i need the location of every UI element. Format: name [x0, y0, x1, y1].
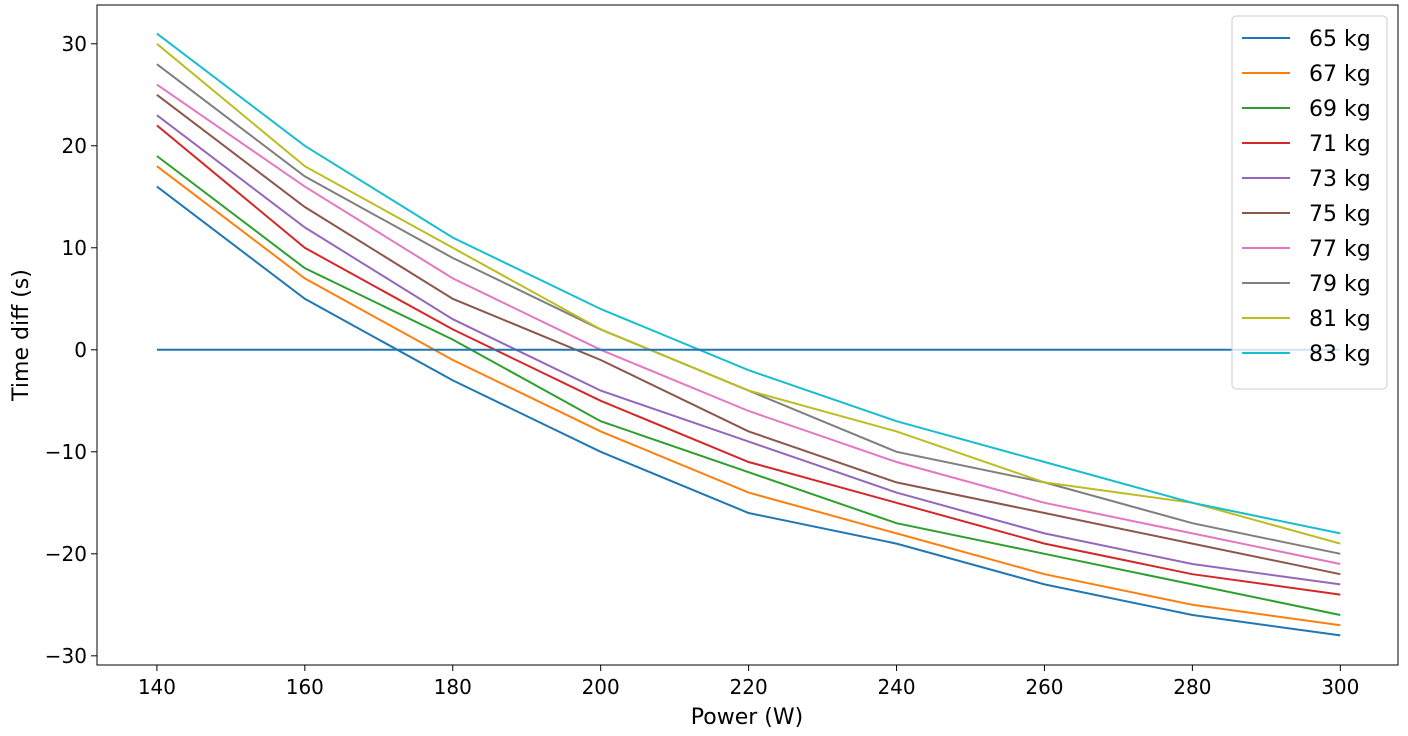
legend-label: 65 kg — [1309, 27, 1371, 52]
series-line-67-kg — [156, 165, 1341, 627]
x-tick-label: 180 — [434, 675, 472, 699]
y-axis-label: Time diff (s) — [9, 269, 34, 402]
x-tick-label: 280 — [1173, 675, 1211, 699]
legend-label: 83 kg — [1309, 342, 1371, 367]
legend-label: 67 kg — [1309, 62, 1371, 87]
legend-label: 75 kg — [1309, 202, 1371, 227]
series-line-79-kg — [156, 63, 1341, 555]
legend-box — [1231, 15, 1388, 390]
series-line-81-kg — [156, 43, 1341, 545]
x-tick-label: 140 — [138, 675, 176, 699]
x-tick-label: 200 — [582, 675, 620, 699]
series-line-75-kg — [156, 94, 1341, 576]
x-axis-label: Power (W) — [691, 705, 803, 730]
x-tick-label: 220 — [730, 675, 768, 699]
legend-label: 77 kg — [1309, 237, 1371, 262]
series-line-83-kg — [156, 32, 1341, 535]
y-tick-label: 10 — [62, 236, 87, 260]
x-tick-label: 300 — [1321, 675, 1359, 699]
axes-frame — [96, 4, 1399, 666]
legend-label: 81 kg — [1309, 307, 1371, 332]
y-tick-label: −10 — [45, 440, 87, 464]
y-tick-label: 0 — [74, 338, 87, 362]
x-tick-label: 260 — [1025, 675, 1063, 699]
legend: 65 kg 67 kg 69 kg 71 kg 73 kg 75 kg 77 kg 79 kg… — [1231, 15, 1388, 390]
legend-label: 73 kg — [1309, 167, 1371, 192]
y-tick-label: −30 — [45, 644, 87, 668]
y-tick-label: −20 — [45, 542, 87, 566]
x-tick-label: 160 — [286, 675, 324, 699]
y-tick-label: 30 — [62, 32, 87, 56]
series-line-65-kg — [156, 185, 1341, 637]
series-line-73-kg — [156, 114, 1341, 586]
x-tick-label: 240 — [877, 675, 915, 699]
y-tick-label: 20 — [62, 134, 87, 158]
legend-label: 79 kg — [1309, 272, 1371, 297]
legend-label: 69 kg — [1309, 97, 1371, 122]
series-line-77-kg — [156, 83, 1341, 565]
series-line-71-kg — [156, 124, 1341, 596]
series-line-69-kg — [156, 155, 1341, 616]
legend-label: 71 kg — [1309, 132, 1371, 157]
